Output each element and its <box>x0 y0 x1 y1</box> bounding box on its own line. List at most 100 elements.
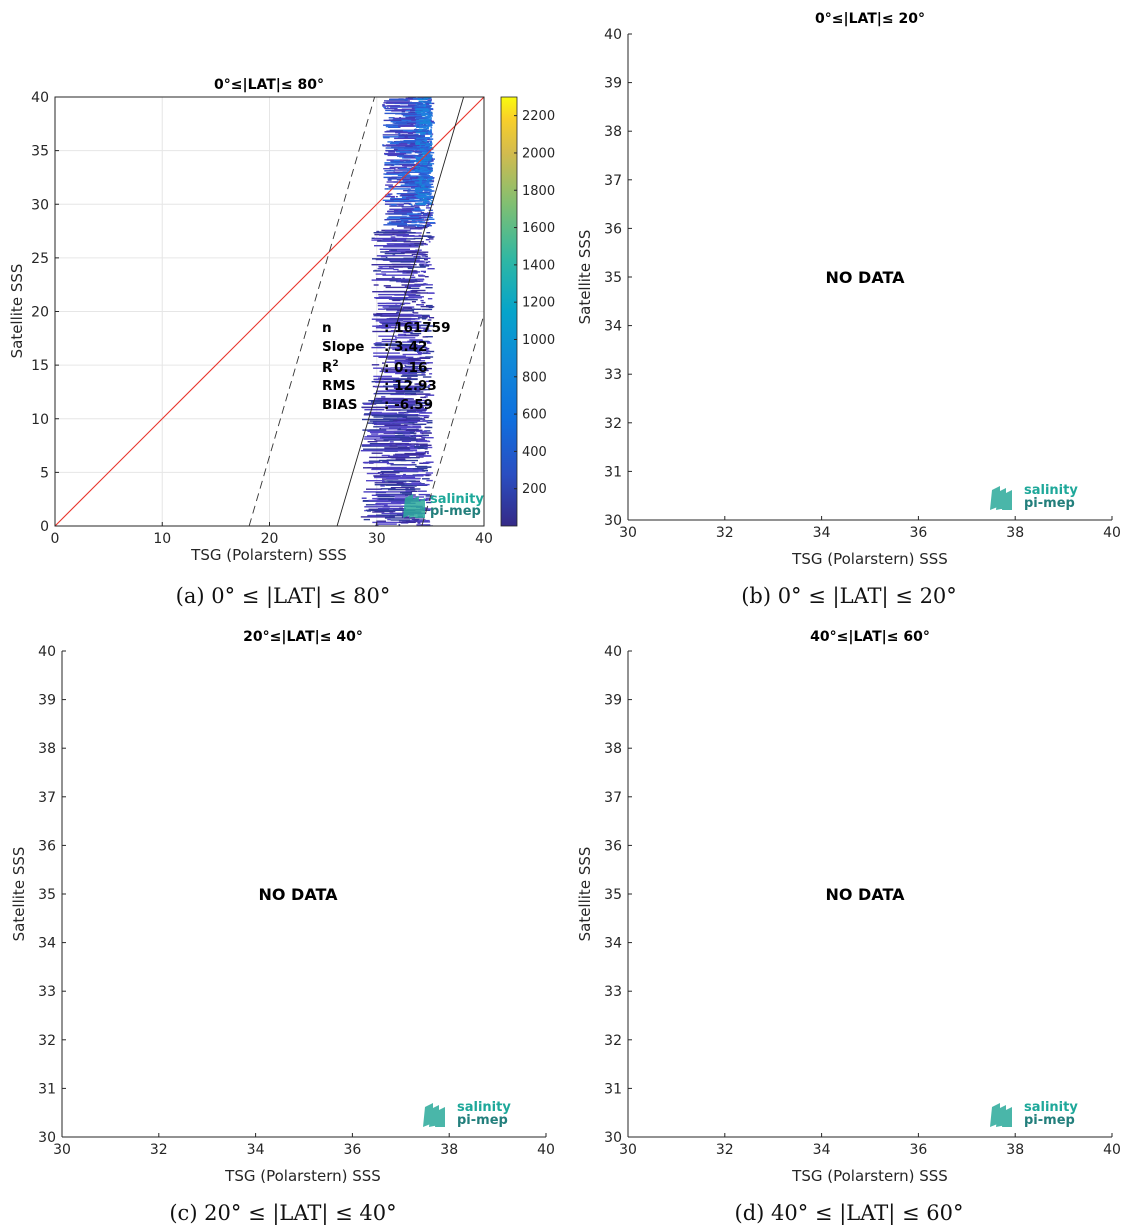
density-cell <box>381 258 391 261</box>
density-cell <box>372 497 417 500</box>
density-cell <box>397 428 418 431</box>
density-cell <box>398 203 404 206</box>
density-cell <box>390 198 424 200</box>
colorbar-ticks: 200 400 600 800 1000 1200 1400 1600 1800 2000 2200 <box>514 109 555 497</box>
density-cell <box>424 122 431 125</box>
density-cell <box>413 519 419 521</box>
density-cell <box>428 317 435 319</box>
panel-title: 40°≤|LAT|≤ 60° <box>810 629 930 645</box>
logo-line1: salinity <box>457 1100 511 1115</box>
density-cell <box>376 390 406 392</box>
density-cell <box>425 347 430 350</box>
density-cell <box>400 313 414 316</box>
density-cell <box>429 122 435 124</box>
density-cell <box>390 236 396 238</box>
density-cell <box>393 199 423 202</box>
density-cell <box>385 144 408 146</box>
density-cell <box>386 243 415 245</box>
density-cell <box>421 301 426 304</box>
y-axis-label: Satellite SSS <box>576 847 594 942</box>
density-cell <box>428 261 431 263</box>
density-cell <box>381 454 390 457</box>
density-cell <box>427 298 433 300</box>
density-cell <box>427 466 432 468</box>
density-cell <box>424 200 429 202</box>
density-cell <box>408 104 417 106</box>
density-cell <box>420 120 431 123</box>
y-tick-label: 36 <box>604 221 622 237</box>
y-tick-label: 34 <box>604 319 622 335</box>
y-tick-label: 40 <box>604 27 622 43</box>
density-cell <box>405 494 411 496</box>
density-cell <box>416 184 422 187</box>
y-axis-label: Satellite SSS <box>8 264 26 359</box>
density-cell <box>385 409 401 411</box>
density-cell <box>422 160 430 162</box>
logo-wave-icon <box>990 486 1012 510</box>
density-cell <box>400 454 403 456</box>
density-cell <box>415 111 424 113</box>
density-cell <box>410 404 422 406</box>
density-cell <box>393 159 400 161</box>
density-cell <box>415 117 429 119</box>
salinity-pi-mep-logo: salinity pi-mep <box>990 483 1078 511</box>
stat-value-rms: : 12.93 <box>384 378 437 394</box>
density-cell <box>403 257 425 259</box>
density-cell <box>424 243 428 246</box>
density-cell <box>412 423 415 425</box>
salinity-pi-mep-logo: salinity pi-mep <box>423 1100 511 1128</box>
density-cell <box>390 487 415 489</box>
density-cell <box>375 523 397 525</box>
density-cell <box>399 121 420 124</box>
density-cell <box>417 399 431 402</box>
density-cell <box>420 142 427 144</box>
density-cell <box>402 171 411 173</box>
density-cell <box>427 169 432 172</box>
density-cell <box>394 252 405 255</box>
density-cell <box>419 180 423 182</box>
density-cell <box>382 274 415 276</box>
density-cell <box>401 108 425 110</box>
density-cell <box>424 430 431 432</box>
density-cell <box>420 203 426 206</box>
density-cell <box>420 161 427 164</box>
density-cell <box>423 97 428 99</box>
density-cell <box>424 189 430 191</box>
density-cell <box>394 259 420 261</box>
density-cell <box>430 114 432 116</box>
density-cell <box>379 434 395 436</box>
density-cell <box>422 107 431 109</box>
density-cell <box>424 139 428 141</box>
density-cell <box>426 479 433 482</box>
colorbar-tick-label: 200 <box>522 482 547 497</box>
density-cell <box>415 369 429 372</box>
density-cell <box>362 500 373 502</box>
density-cell <box>416 188 419 190</box>
density-cell <box>425 497 434 499</box>
density-cell <box>386 389 413 391</box>
density-cell <box>383 119 402 122</box>
y-tick-label: 37 <box>38 790 56 806</box>
density-cell <box>414 383 425 385</box>
density-cell <box>427 114 430 116</box>
density-cell <box>418 274 424 276</box>
density-cell <box>422 318 427 320</box>
density-cell <box>391 221 402 223</box>
density-cell <box>428 133 432 135</box>
density-cell <box>397 310 408 312</box>
density-cell <box>425 356 434 358</box>
density-cell <box>423 118 427 121</box>
density-cell <box>366 472 380 475</box>
density-cell <box>407 267 414 270</box>
density-cell <box>371 433 379 435</box>
density-cell <box>424 184 431 186</box>
density-cell <box>405 365 419 368</box>
density-cell <box>387 406 396 409</box>
logo-line2: pi-mep <box>430 504 481 519</box>
density-cell <box>398 327 401 330</box>
plot-area <box>628 34 1112 520</box>
density-cell <box>424 276 429 278</box>
density-cell <box>425 105 431 108</box>
density-cell <box>394 360 411 362</box>
density-cell <box>429 181 433 183</box>
